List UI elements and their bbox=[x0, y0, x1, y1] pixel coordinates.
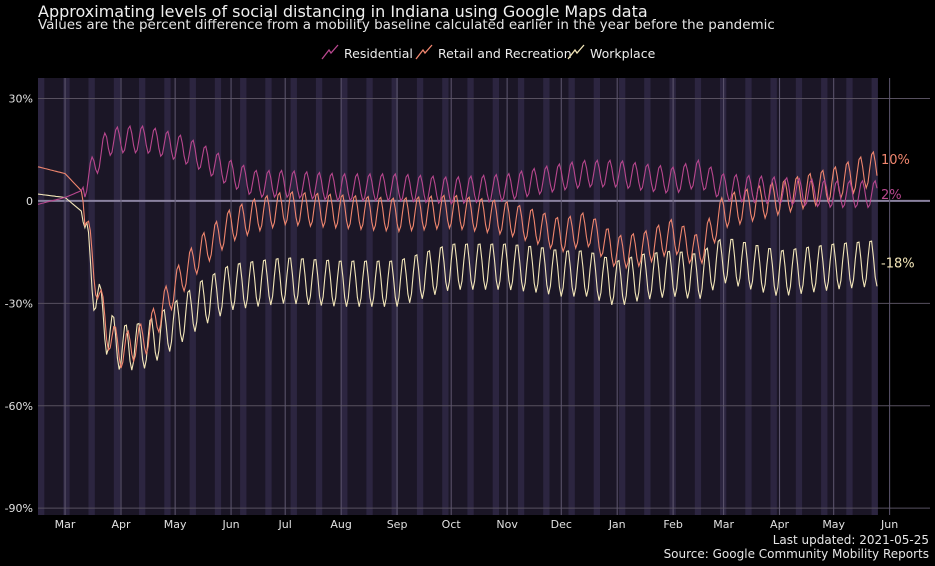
x-tick-label: Feb bbox=[663, 518, 682, 531]
week-stripe bbox=[846, 78, 853, 515]
week-stripe bbox=[290, 78, 297, 515]
week-stripe bbox=[492, 78, 500, 515]
end-label: -18% bbox=[881, 256, 915, 271]
end-label: 2% bbox=[881, 188, 902, 203]
legend-swatch bbox=[321, 44, 339, 60]
end-label: 10% bbox=[881, 153, 910, 168]
week-stripe bbox=[416, 78, 424, 515]
week-stripe bbox=[644, 78, 651, 515]
legend-label: Retail and Recreation bbox=[438, 46, 572, 61]
legend-swatch bbox=[567, 44, 585, 60]
legend-swatch bbox=[415, 44, 433, 60]
x-tick-label: May bbox=[822, 518, 845, 531]
week-stripe bbox=[770, 78, 777, 515]
week-stripe bbox=[467, 78, 474, 515]
legend-label: Residential bbox=[344, 46, 413, 61]
week-stripe bbox=[113, 78, 121, 515]
week-stripe bbox=[694, 78, 702, 515]
axis-ticks: 30% 0 -30% -60% -90% Mar Apr May Jun Jul Aug Sep Oct… bbox=[5, 92, 899, 531]
x-tick-label: Apr bbox=[770, 518, 790, 531]
week-stripe bbox=[517, 78, 525, 515]
x-tick-label: Jan bbox=[608, 518, 626, 531]
legend-label: Workplace bbox=[590, 46, 656, 61]
x-tick-label: Mar bbox=[55, 518, 76, 531]
x-tick-label: Apr bbox=[111, 518, 131, 531]
week-stripe bbox=[543, 78, 550, 515]
x-tick-label: Dec bbox=[551, 518, 572, 531]
week-stripe bbox=[821, 78, 828, 515]
x-tick-label: Jun bbox=[221, 518, 239, 531]
week-stripe bbox=[568, 78, 575, 515]
week-stripe bbox=[619, 78, 626, 515]
week-stripe bbox=[189, 78, 196, 515]
week-stripe bbox=[265, 78, 272, 515]
y-tick-label: -30% bbox=[5, 297, 33, 310]
week-stripe bbox=[745, 78, 752, 515]
week-stripe bbox=[214, 78, 222, 515]
end-labels: 2% 10% -18% bbox=[881, 153, 915, 272]
week-stripe bbox=[164, 78, 171, 515]
week-stripe bbox=[593, 78, 601, 515]
y-tick-label: -60% bbox=[5, 400, 33, 413]
week-stripe bbox=[795, 78, 803, 515]
x-tick-label: May bbox=[164, 518, 187, 531]
week-stripe bbox=[63, 78, 70, 515]
week-stripe bbox=[38, 78, 45, 515]
x-tick-label: Oct bbox=[442, 518, 462, 531]
x-tick-label: Nov bbox=[496, 518, 518, 531]
series-line-1 bbox=[37, 150, 878, 369]
x-tick-label: Sep bbox=[387, 518, 408, 531]
chart-subtitle: Values are the percent difference from a… bbox=[38, 17, 775, 33]
chart-title: Approximating levels of social distancin… bbox=[38, 2, 648, 21]
source-note: Source: Google Community Mobility Report… bbox=[663, 547, 929, 561]
y-tick-label: -90% bbox=[5, 502, 33, 515]
legend: Residential Retail and Recreation Workplac… bbox=[321, 44, 656, 61]
week-stripe bbox=[88, 78, 95, 515]
series-line-0 bbox=[37, 124, 878, 209]
plot-background bbox=[38, 78, 877, 515]
x-tick-label: Jul bbox=[278, 518, 292, 531]
last-updated: Last updated: 2021-05-25 bbox=[772, 533, 929, 547]
x-tick-label: Mar bbox=[713, 518, 734, 531]
week-stripe bbox=[139, 78, 146, 515]
week-stripe bbox=[442, 78, 449, 515]
x-tick-label: Aug bbox=[330, 518, 351, 531]
y-tick-label: 0 bbox=[26, 195, 33, 208]
series-line-2 bbox=[37, 193, 878, 371]
week-stripe bbox=[871, 78, 878, 515]
x-tick-label: Jun bbox=[880, 518, 898, 531]
series-lines bbox=[37, 124, 878, 371]
y-tick-label: 30% bbox=[9, 92, 33, 105]
